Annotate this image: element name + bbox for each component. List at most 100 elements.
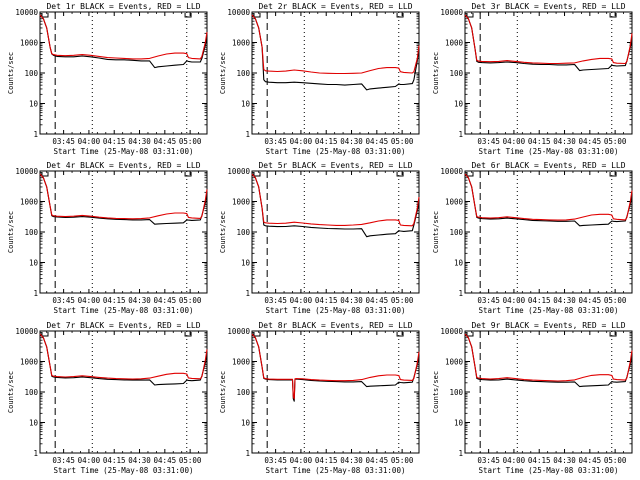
events-series-line <box>39 173 208 225</box>
top-right-bracket <box>609 172 617 177</box>
top-right-bracket <box>609 13 617 18</box>
top-left-bracket <box>466 13 474 18</box>
x-tick-label: 04:15 <box>528 137 551 146</box>
y-axis-label: Counts/sec <box>219 211 227 253</box>
y-tick-label: 1000 <box>232 198 251 207</box>
top-left-bracket <box>466 332 474 337</box>
x-axis-label: Start Time (25-May-08 03:31:00) <box>54 306 194 315</box>
events-series-line <box>251 333 420 402</box>
y-tick-label: 10 <box>454 259 464 268</box>
x-tick-label: 05:00 <box>604 137 627 146</box>
y-axis-label: Counts/sec <box>219 371 227 413</box>
x-tick-label: 04:45 <box>366 296 389 305</box>
y-tick-label: 1 <box>245 449 250 458</box>
top-right-bracket <box>184 332 192 337</box>
y-axis-label: Counts/sec <box>432 52 440 94</box>
x-tick-label: 04:30 <box>340 296 363 305</box>
top-left-bracket <box>41 13 49 18</box>
y-tick-label: 1 <box>458 130 463 139</box>
x-tick-label: 04:00 <box>290 137 313 146</box>
x-axis-label: Start Time (25-May-08 03:31:00) <box>479 306 619 315</box>
y-tick-label: 10 <box>29 419 39 428</box>
x-tick-label: 04:45 <box>154 456 177 465</box>
y-tick-label: 1 <box>33 449 38 458</box>
x-tick-label: 05:00 <box>604 456 627 465</box>
y-tick-label: 10 <box>241 259 251 268</box>
y-tick-label: 1000 <box>20 39 39 48</box>
top-right-bracket <box>184 13 192 18</box>
lld-series-line <box>251 333 420 400</box>
plot-frame <box>251 170 420 294</box>
x-tick-label: 04:30 <box>340 456 363 465</box>
y-tick-label: 100 <box>24 228 38 237</box>
x-tick-label: 04:15 <box>315 296 338 305</box>
y-tick-label: 1000 <box>20 198 39 207</box>
events-series-line <box>464 14 633 72</box>
y-tick-label: 10 <box>29 100 39 109</box>
x-tick-label: 04:00 <box>290 456 313 465</box>
panel-title: Det 4r BLACK = Events, RED = LLD <box>46 161 200 170</box>
events-series-line <box>251 14 420 91</box>
y-tick-label: 100 <box>236 228 250 237</box>
y-axis-label: Counts/sec <box>7 52 15 94</box>
x-tick-label: 05:00 <box>391 456 414 465</box>
panel-title: Det 9r BLACK = Events, RED = LLD <box>471 321 625 330</box>
panel-title: Det 6r BLACK = Events, RED = LLD <box>471 161 625 170</box>
detector-panel-7: Det 7r BLACK = Events, RED = LLD 1 10 100 10… <box>7 321 208 475</box>
y-axis-label: Counts/sec <box>7 211 15 253</box>
y-tick-label: 100 <box>449 388 463 397</box>
y-tick-label: 1 <box>33 130 38 139</box>
y-tick-label: 100 <box>24 69 38 78</box>
x-axis-label: Start Time (25-May-08 03:31:00) <box>54 466 194 475</box>
x-tick-label: 04:00 <box>78 296 101 305</box>
x-tick-label: 04:00 <box>78 456 101 465</box>
y-tick-label: 1 <box>33 289 38 298</box>
plot-frame <box>39 11 208 135</box>
plot-frame <box>251 330 420 454</box>
y-tick-label: 1000 <box>20 358 39 367</box>
x-tick-label: 04:45 <box>366 137 389 146</box>
x-tick-label: 03:45 <box>52 137 75 146</box>
y-tick-label: 1000 <box>445 358 464 367</box>
x-tick-label: 05:00 <box>179 456 202 465</box>
x-tick-label: 04:15 <box>103 296 126 305</box>
events-series-line <box>39 14 208 69</box>
top-right-bracket <box>609 332 617 337</box>
x-tick-label: 03:45 <box>477 456 500 465</box>
y-tick-label: 1 <box>245 130 250 139</box>
events-series-line <box>39 333 208 386</box>
x-tick-label: 04:00 <box>78 137 101 146</box>
y-tick-label: 1000 <box>232 39 251 48</box>
x-tick-label: 05:00 <box>604 296 627 305</box>
panel-title: Det 5r BLACK = Events, RED = LLD <box>258 161 412 170</box>
y-tick-label: 10000 <box>440 327 463 336</box>
x-tick-label: 05:00 <box>179 296 202 305</box>
x-tick-label: 04:30 <box>553 456 576 465</box>
events-series-line <box>251 173 420 238</box>
x-axis-label: Start Time (25-May-08 03:31:00) <box>479 466 619 475</box>
x-tick-label: 04:00 <box>290 296 313 305</box>
y-tick-label: 10000 <box>15 167 38 176</box>
x-tick-label: 04:15 <box>103 137 126 146</box>
x-tick-label: 03:45 <box>264 296 287 305</box>
y-tick-label: 1 <box>458 289 463 298</box>
x-tick-label: 04:30 <box>128 456 151 465</box>
top-left-bracket <box>41 332 49 337</box>
plot-frame <box>39 170 208 294</box>
detector-panel-4: Det 4r BLACK = Events, RED = LLD 1 10 100 10… <box>7 161 208 315</box>
top-left-bracket <box>41 172 49 177</box>
y-tick-label: 10000 <box>440 167 463 176</box>
y-tick-label: 1000 <box>232 358 251 367</box>
lld-series-line <box>464 14 633 65</box>
panel-title: Det 7r BLACK = Events, RED = LLD <box>46 321 200 330</box>
y-tick-label: 100 <box>236 69 250 78</box>
y-tick-label: 1 <box>245 289 250 298</box>
y-tick-label: 10000 <box>227 8 250 17</box>
x-tick-label: 03:45 <box>52 296 75 305</box>
plot-frame <box>464 11 633 135</box>
y-tick-label: 100 <box>24 388 38 397</box>
x-tick-label: 04:45 <box>154 296 177 305</box>
y-axis-label: Counts/sec <box>219 52 227 94</box>
x-tick-label: 03:45 <box>477 296 500 305</box>
